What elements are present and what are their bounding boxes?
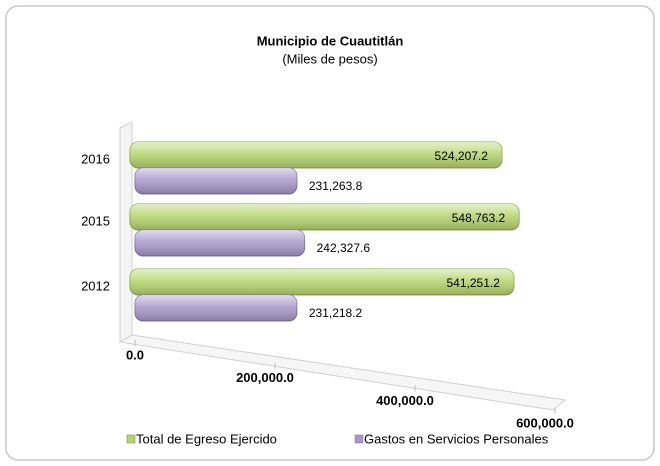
value-label: 548,763.2 [452,211,506,225]
value-label: 242,327.6 [317,241,371,255]
bar-gloss [130,142,502,168]
bar-gloss [130,204,520,230]
bar-gloss [135,168,297,194]
x-tick-label: 600,000.0 [516,415,574,430]
x-tick-label: 400,000.0 [376,393,434,408]
y-tick-label: 2016 [81,151,110,166]
floor [118,334,567,411]
value-label: 541,251.2 [446,276,500,290]
chart-title: Municipio de Cuautitlán [257,33,404,48]
legend-swatch [126,434,136,444]
x-tick-label: 0.0 [126,347,144,362]
chart-subtitle: (Miles de pesos) [282,51,377,66]
value-label: 231,218.2 [309,306,363,320]
bar-gloss [130,269,514,295]
chart-border [5,5,655,461]
legend-label: Gastos en Servicios Personales [364,431,549,446]
y-tick-label: 2015 [81,213,110,228]
legend-swatch [354,434,364,444]
value-label: 231,263.8 [309,179,363,193]
legend-label: Total de Egreso Ejercido [136,431,277,446]
y-tick-label: 2012 [81,278,110,293]
value-label: 524,207.2 [435,149,489,163]
x-tick-label: 200,000.0 [236,370,294,385]
bar-gloss [135,230,305,256]
bar-gloss [135,295,297,321]
